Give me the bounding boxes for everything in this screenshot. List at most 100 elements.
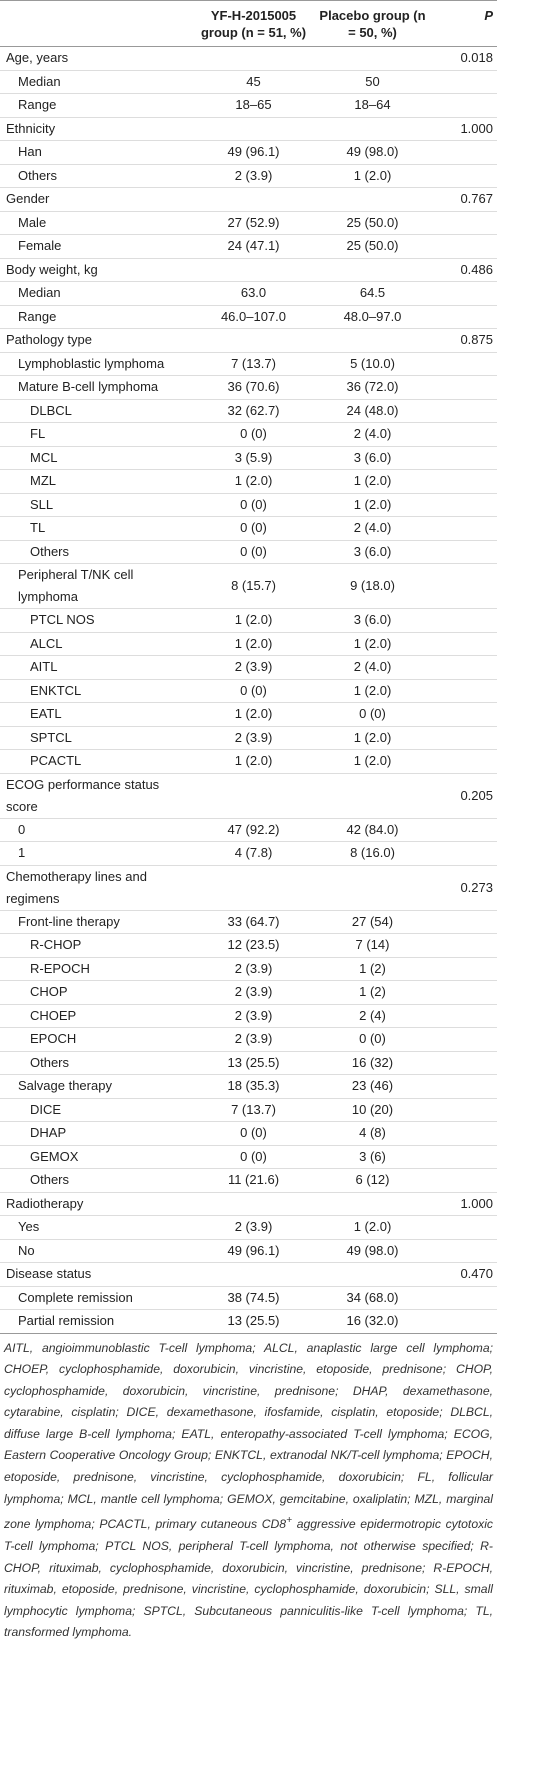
table-row: Radiotherapy 1.000	[0, 1192, 497, 1216]
table-row: PTCL NOS 1 (2.0) 3 (6.0)	[0, 608, 497, 633]
cell-yf: 0 (0)	[194, 493, 313, 517]
cell-placebo: 1 (2)	[313, 980, 432, 1005]
footnote-sup: +	[286, 1515, 293, 1527]
cell-yf: 32 (62.7)	[194, 399, 313, 423]
cell-p	[432, 1051, 497, 1075]
cell-p	[432, 1168, 497, 1193]
cell-yf	[194, 117, 313, 141]
header-blank	[0, 0, 194, 47]
row-label: R-EPOCH	[0, 957, 194, 981]
table-row: Disease status 0.470	[0, 1262, 497, 1287]
cell-yf: 2 (3.9)	[194, 1027, 313, 1052]
table-row: EATL 1 (2.0) 0 (0)	[0, 702, 497, 727]
cell-p	[432, 1074, 497, 1099]
cell-yf: 49 (96.1)	[194, 140, 313, 165]
cell-p: 1.000	[432, 1192, 497, 1216]
cell-yf: 13 (25.5)	[194, 1309, 313, 1334]
table-row: DHAP 0 (0) 4 (8)	[0, 1121, 497, 1146]
cell-yf: 49 (96.1)	[194, 1239, 313, 1263]
footnote-text: AITL, angioimmunoblastic T-cell lymphoma…	[4, 1340, 493, 1532]
cell-placebo: 34 (68.0)	[313, 1286, 432, 1310]
table-row: Pathology type 0.875	[0, 328, 497, 353]
row-label: Others	[0, 164, 194, 188]
table-row: Gender 0.767	[0, 187, 497, 212]
row-label: Mature B-cell lymphoma	[0, 375, 194, 400]
table-row: CHOP 2 (3.9) 1 (2)	[0, 980, 497, 1005]
row-label: Others	[0, 1051, 194, 1075]
cell-placebo	[313, 258, 432, 282]
cell-p	[432, 726, 497, 750]
row-label: Salvage therapy	[0, 1074, 194, 1099]
row-label: Peripheral T/NK cell lymphoma	[0, 563, 194, 609]
cell-placebo: 23 (46)	[313, 1074, 432, 1099]
cell-yf: 11 (21.6)	[194, 1168, 313, 1193]
cell-p	[432, 1098, 497, 1122]
cell-yf: 2 (3.9)	[194, 1004, 313, 1028]
cell-placebo: 1 (2.0)	[313, 1215, 432, 1240]
footnote: AITL, angioimmunoblastic T-cell lymphoma…	[0, 1334, 497, 1644]
cell-p	[432, 933, 497, 958]
table-row: Lymphoblastic lymphoma 7 (13.7) 5 (10.0)	[0, 352, 497, 376]
table-row: EPOCH 2 (3.9) 0 (0)	[0, 1027, 497, 1052]
cell-placebo: 64.5	[313, 281, 432, 306]
table-row: DICE 7 (13.7) 10 (20)	[0, 1098, 497, 1122]
cell-p: 0.205	[432, 773, 497, 819]
cell-placebo: 50	[313, 70, 432, 94]
header-cell: YF-H-2015005 group (n = 51, %)	[194, 0, 313, 47]
cell-placebo: 1 (2.0)	[313, 726, 432, 750]
table-row: PCACTL 1 (2.0) 1 (2.0)	[0, 749, 497, 774]
cell-p	[432, 980, 497, 1005]
cell-yf	[194, 865, 313, 911]
cell-placebo: 8 (16.0)	[313, 841, 432, 866]
cell-p	[432, 446, 497, 470]
cell-p: 0.273	[432, 865, 497, 911]
cell-placebo: 36 (72.0)	[313, 375, 432, 400]
cell-yf: 2 (3.9)	[194, 726, 313, 750]
cell-p	[432, 1215, 497, 1240]
cell-yf	[194, 187, 313, 212]
table-row: AITL 2 (3.9) 2 (4.0)	[0, 655, 497, 680]
row-label: EPOCH	[0, 1027, 194, 1052]
cell-placebo: 7 (14)	[313, 933, 432, 958]
cell-yf: 13 (25.5)	[194, 1051, 313, 1075]
table-row: Front-line therapy 33 (64.7) 27 (54)	[0, 910, 497, 934]
row-label: ENKTCL	[0, 679, 194, 703]
cell-yf	[194, 1262, 313, 1287]
cell-placebo: 6 (12)	[313, 1168, 432, 1193]
row-label: Han	[0, 140, 194, 165]
table-row: Others 13 (25.5) 16 (32)	[0, 1051, 497, 1075]
row-label: EATL	[0, 702, 194, 727]
cell-placebo: 27 (54)	[313, 910, 432, 934]
cell-p	[432, 1145, 497, 1169]
table-row: SPTCL 2 (3.9) 1 (2.0)	[0, 726, 497, 750]
cell-yf	[194, 328, 313, 353]
cell-p	[432, 516, 497, 541]
row-label: DHAP	[0, 1121, 194, 1146]
row-label: Female	[0, 234, 194, 259]
table-page: YF-H-2015005 group (n = 51, %) Placebo g…	[0, 0, 497, 1644]
characteristics-table: YF-H-2015005 group (n = 51, %) Placebo g…	[0, 0, 497, 1334]
cell-yf: 1 (2.0)	[194, 469, 313, 494]
cell-placebo: 42 (84.0)	[313, 818, 432, 842]
table-row: Chemotherapy lines and regimens 0.273	[0, 865, 497, 911]
row-label: Median	[0, 281, 194, 306]
row-label: AITL	[0, 655, 194, 680]
cell-placebo: 48.0–97.0	[313, 305, 432, 329]
row-label: ALCL	[0, 632, 194, 656]
row-label: Partial remission	[0, 1309, 194, 1334]
cell-yf: 63.0	[194, 281, 313, 306]
cell-yf: 38 (74.5)	[194, 1286, 313, 1310]
table-row: Median 63.0 64.5	[0, 281, 497, 306]
cell-p	[432, 93, 497, 118]
table-row: ENKTCL 0 (0) 1 (2.0)	[0, 679, 497, 703]
cell-placebo: 16 (32.0)	[313, 1309, 432, 1334]
cell-placebo: 0 (0)	[313, 1027, 432, 1052]
cell-p	[432, 70, 497, 94]
cell-placebo: 1 (2.0)	[313, 469, 432, 494]
cell-yf: 18–65	[194, 93, 313, 118]
table-row: DLBCL 32 (62.7) 24 (48.0)	[0, 399, 497, 423]
table-row: MCL 3 (5.9) 3 (6.0)	[0, 446, 497, 470]
cell-yf: 0 (0)	[194, 422, 313, 447]
cell-p	[432, 352, 497, 376]
